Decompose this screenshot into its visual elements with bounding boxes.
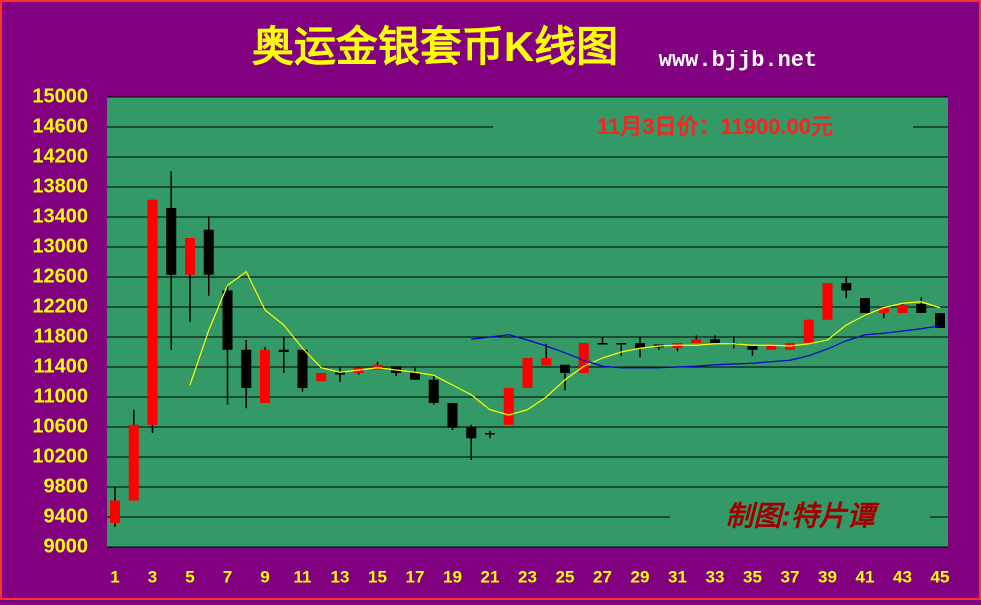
x-tick-label: 11 bbox=[294, 567, 312, 586]
x-tick-label: 33 bbox=[706, 567, 725, 586]
x-tick-label: 43 bbox=[893, 567, 912, 586]
x-tick-label: 3 bbox=[148, 567, 157, 586]
credit-bg bbox=[670, 498, 930, 538]
chart-subtitle: www.bjjb.net bbox=[659, 48, 817, 73]
candle-body bbox=[222, 290, 233, 350]
y-tick-label: 9800 bbox=[44, 475, 89, 497]
x-tick-label: 19 bbox=[443, 567, 462, 586]
x-tick-label: 5 bbox=[185, 567, 194, 586]
moving-average bbox=[189, 270, 941, 416]
annotation-bg bbox=[493, 108, 913, 146]
candle-body bbox=[503, 388, 514, 425]
x-tick-label: 7 bbox=[223, 567, 232, 586]
moving-average bbox=[471, 325, 941, 369]
x-tick-label: 27 bbox=[593, 567, 612, 586]
candle-body bbox=[747, 346, 758, 350]
y-tick-label: 13800 bbox=[32, 175, 88, 197]
candle-body bbox=[485, 433, 495, 435]
candle-body bbox=[541, 358, 552, 366]
annotation: 11月3日价：11900.00元 bbox=[597, 114, 833, 139]
credit: 制图:特片谭 bbox=[725, 500, 880, 531]
candle-body bbox=[447, 403, 458, 428]
x-tick-label: 45 bbox=[931, 567, 950, 586]
y-tick-label: 14600 bbox=[32, 115, 88, 137]
candle-body bbox=[203, 229, 214, 275]
candle-body bbox=[110, 500, 120, 523]
candle-body bbox=[710, 339, 720, 343]
candle-body bbox=[935, 313, 945, 328]
candle-body bbox=[466, 427, 477, 439]
y-tick-label: 11000 bbox=[33, 385, 88, 407]
y-tick-label: 10200 bbox=[32, 445, 88, 467]
chart-title: 奥运金银套币K线图 bbox=[252, 23, 618, 70]
x-tick-label: 21 bbox=[481, 567, 500, 586]
candle-body bbox=[260, 349, 270, 403]
x-tick-label: 35 bbox=[743, 567, 762, 586]
y-tick-label: 12600 bbox=[32, 265, 88, 287]
plot-area bbox=[107, 97, 948, 547]
candle-body bbox=[822, 283, 833, 320]
x-tick-label: 1 bbox=[110, 567, 119, 586]
y-tick-label: 12200 bbox=[32, 295, 88, 317]
y-tick-label: 9000 bbox=[44, 535, 89, 557]
y-tick-label: 15000 bbox=[32, 85, 88, 107]
candle-body bbox=[560, 364, 570, 373]
x-tick-label: 9 bbox=[260, 567, 269, 586]
candle-body bbox=[410, 372, 420, 380]
x-tick-label: 29 bbox=[631, 567, 650, 586]
candle-body bbox=[316, 373, 327, 382]
y-tick-label: 11800 bbox=[33, 325, 88, 347]
y-tick-label: 13400 bbox=[32, 205, 88, 227]
candle-body bbox=[522, 358, 533, 388]
x-tick-label: 37 bbox=[781, 567, 800, 586]
candle-body bbox=[635, 343, 645, 349]
candle-body bbox=[428, 379, 439, 403]
x-tick-label: 17 bbox=[406, 567, 425, 586]
x-tick-label: 13 bbox=[331, 567, 350, 586]
x-tick-label: 15 bbox=[368, 567, 387, 586]
candle-body bbox=[803, 319, 814, 343]
candle-body bbox=[166, 208, 177, 275]
candle-body bbox=[147, 199, 158, 425]
candle-body bbox=[297, 349, 308, 388]
candle-body bbox=[278, 349, 289, 352]
candle-body bbox=[841, 283, 852, 291]
y-tick-label: 9400 bbox=[44, 505, 89, 527]
x-tick-label: 31 bbox=[668, 567, 687, 586]
candle-body bbox=[241, 349, 252, 388]
y-tick-label: 14200 bbox=[32, 145, 88, 167]
candle-body bbox=[691, 339, 702, 343]
x-tick-label: 23 bbox=[518, 567, 537, 586]
candle-body bbox=[128, 424, 139, 501]
y-tick-label: 13000 bbox=[32, 235, 88, 257]
grid bbox=[107, 96, 948, 548]
candle-body bbox=[597, 343, 608, 345]
y-tick-label: 11400 bbox=[33, 355, 88, 377]
x-tick-label: 41 bbox=[856, 567, 875, 586]
candle-body bbox=[335, 372, 345, 375]
x-tick-label: 39 bbox=[818, 567, 837, 586]
candle-body bbox=[897, 304, 908, 313]
candle-body bbox=[185, 238, 195, 275]
candle-body bbox=[766, 344, 777, 350]
candle-body bbox=[860, 298, 870, 313]
candle-body bbox=[616, 343, 627, 345]
candle-body bbox=[916, 304, 927, 313]
candle-body bbox=[578, 343, 589, 373]
candle-body bbox=[878, 307, 889, 313]
y-tick-label: 10600 bbox=[32, 415, 88, 437]
x-tick-label: 25 bbox=[556, 567, 575, 586]
